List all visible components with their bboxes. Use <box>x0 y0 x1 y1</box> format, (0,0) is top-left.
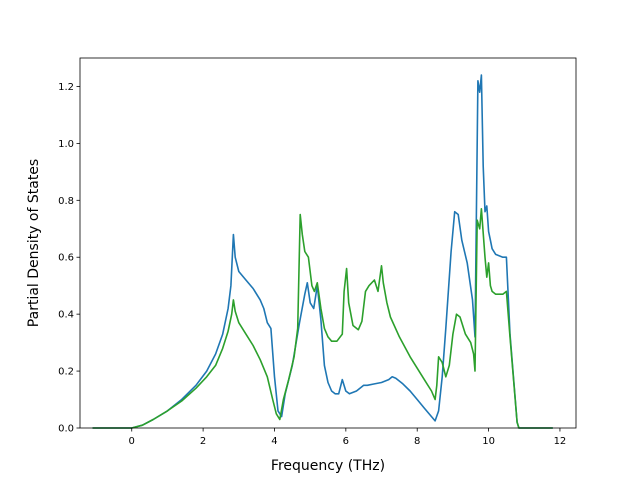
x-tick-label: 0 <box>129 436 135 447</box>
x-tick-label: 12 <box>554 436 567 447</box>
y-axis: 0.0 0.2 0.4 0.6 0.8 1.0 1.2 <box>58 82 80 435</box>
y-axis-label: Partial Density of States <box>26 159 42 327</box>
y-tick-label: 0.6 <box>58 253 74 264</box>
x-tick-label: 2 <box>200 436 206 447</box>
y-tick-label: 1.2 <box>58 82 74 93</box>
x-tick-label: 8 <box>414 436 420 447</box>
plot-lines <box>92 74 553 429</box>
y-tick-label: 0.4 <box>58 310 74 321</box>
y-tick-label: 0.2 <box>58 367 74 378</box>
x-tick-label: 4 <box>271 436 277 447</box>
y-tick-label: 0.0 <box>58 424 74 435</box>
x-tick-label: 6 <box>343 436 349 447</box>
y-tick-label: 1.0 <box>58 139 74 150</box>
y-tick-label: 0.8 <box>58 196 74 207</box>
series-line-2 <box>92 208 553 429</box>
series-line-1 <box>92 74 553 429</box>
x-axis-label: Frequency (THz) <box>271 458 385 474</box>
plot-frame <box>79 57 577 429</box>
x-tick-label: 10 <box>482 436 495 447</box>
x-axis: 0 2 4 6 8 10 12 <box>129 428 567 447</box>
